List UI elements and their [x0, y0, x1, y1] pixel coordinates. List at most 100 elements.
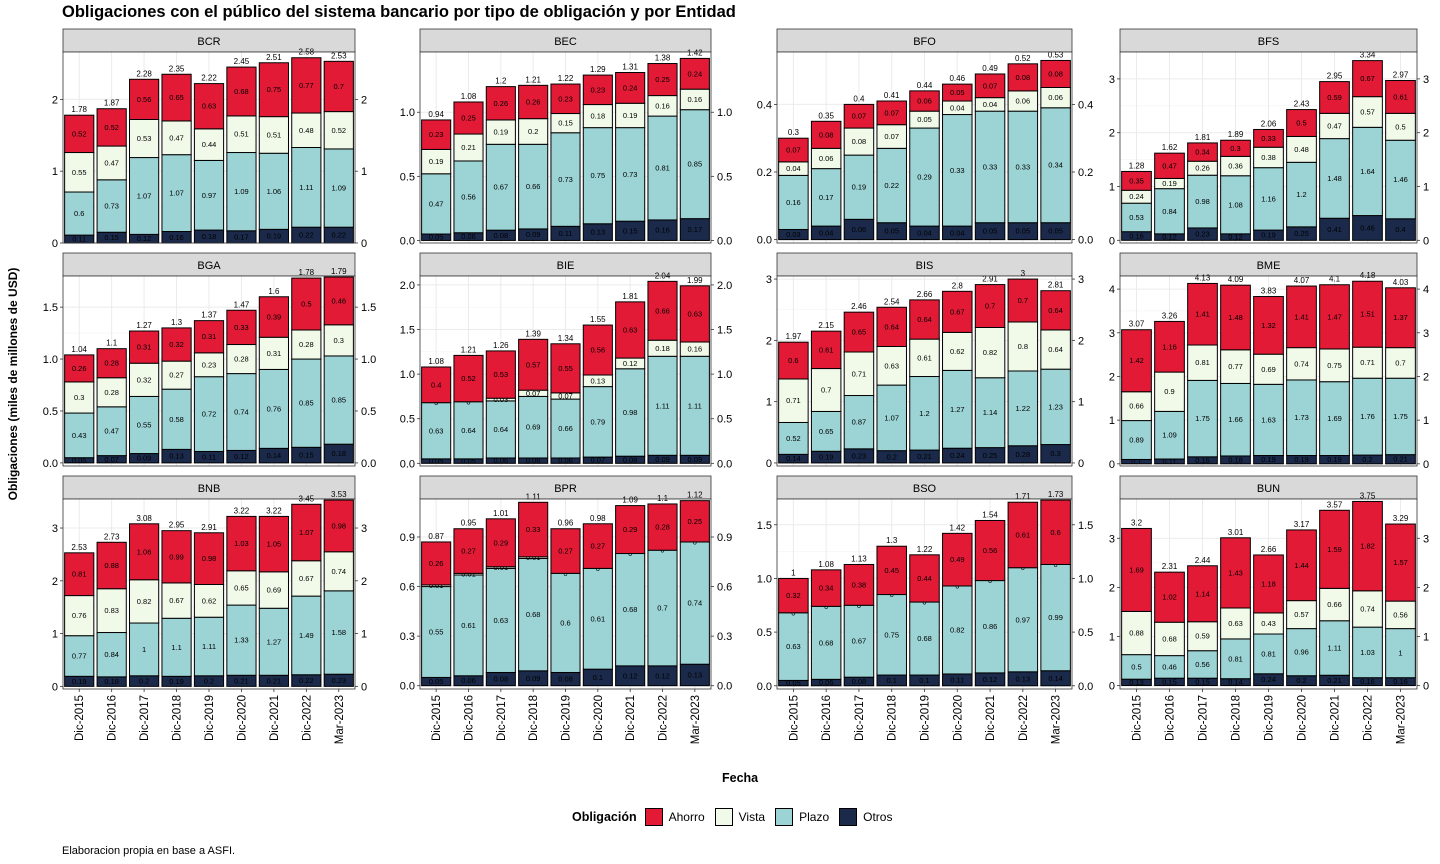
y-tick-label-right: 0.6 [717, 582, 732, 594]
bar-value-label: 0.72 [202, 410, 217, 419]
bar-total-label: 1.81 [622, 292, 638, 301]
bar-total-label: 1.26 [493, 341, 509, 350]
bar-total-label: 1.42 [949, 523, 965, 532]
bar-segment-vista [129, 362, 160, 397]
bar-segment-plazo [291, 595, 322, 676]
y-tick-label-left: 3 [1109, 74, 1115, 86]
bar-segment-plazo [258, 607, 289, 676]
bar-value-label: 0.97 [1016, 615, 1031, 624]
bar-segment-ahorro [485, 350, 516, 399]
bar-value-label: 0.81 [655, 164, 670, 173]
bar-value-label: 1.11 [655, 401, 669, 410]
bar-value-label: 1.06 [267, 187, 282, 196]
bar-value-label: 0.85 [688, 160, 703, 169]
bar-segment-ahorro [1319, 81, 1350, 114]
y-tick-label-left: 1.5 [757, 520, 772, 532]
bar-value-label: 0.22 [331, 231, 346, 240]
bar-value-label: 0.13 [1129, 678, 1144, 687]
bar-value-label: 0.99 [169, 552, 184, 561]
bar-value-label: 0.28 [655, 523, 670, 532]
bar-value-label: 1.48 [1228, 313, 1243, 322]
bar-segment-plazo [161, 388, 192, 450]
x-tick-label: Dic-2020 [236, 695, 248, 741]
bar-value-label: 0.82 [950, 625, 965, 634]
bar-segment-ahorro [1319, 509, 1350, 589]
bar-value-label: 0.04 [786, 164, 801, 173]
bar-segment-vista [1121, 391, 1152, 422]
bar-segment-ahorro [1007, 278, 1039, 323]
y-tick-label-left: 0.9 [400, 532, 415, 544]
bar-segment-ahorro [810, 330, 842, 370]
bar-segment-ahorro [909, 90, 940, 112]
bar-value-label: 0.15 [558, 119, 573, 128]
bar-value-label: 0.63 [786, 642, 801, 651]
bar-segment-vista [64, 381, 95, 414]
bar-total-label: 1.12 [687, 491, 703, 500]
bar-total-label: 1.21 [461, 345, 477, 354]
bar-value-label: 1.03 [234, 539, 249, 548]
bar-value-label: 0.05 [786, 679, 801, 688]
bar-value-label: 0.29 [917, 173, 932, 182]
bar-value-label: 1.03 [1360, 648, 1375, 657]
bar-value-label: 0.22 [299, 676, 314, 685]
bar-value-label: 0.07 [983, 81, 998, 90]
bar-total-label: 1.78 [299, 268, 315, 277]
bar-value-label: 0.56 [983, 546, 998, 555]
bar-value-label: 0.16 [1129, 232, 1144, 241]
y-tick-label-left: 1.0 [757, 573, 772, 585]
chart-title: Obligaciones con el público del sistema … [62, 3, 736, 21]
bar-value-label: 0.55 [558, 364, 573, 373]
bar-segment-ahorro [1286, 529, 1317, 602]
panel-title-bnb: BNB [198, 483, 221, 495]
y-tick-label-left: 0.0 [757, 235, 772, 247]
bar-value-label: 0.06 [819, 678, 834, 687]
bar-value-label: 0.16 [655, 226, 670, 235]
y-tick-label-right: 1 [1423, 182, 1429, 194]
bar-total-label: 3.53 [331, 490, 347, 499]
bar-value-label: 0.28 [234, 355, 249, 364]
bar-value-label: 0.5 [301, 300, 311, 309]
bar-segment-ahorro [226, 309, 257, 346]
y-tick-label-right: 0.5 [717, 414, 732, 426]
bar-value-label: 0.08 [852, 137, 867, 146]
y-tick-label-right: 1 [1423, 631, 1429, 643]
bar-value-label: 1.41 [1195, 310, 1210, 319]
bar-value-label: 0.21 [461, 143, 476, 152]
bar-total-label: 1.3 [886, 536, 898, 545]
bar-value-label: 0.31 [137, 343, 152, 352]
bar-value-label: 0.74 [688, 599, 703, 608]
bar-total-label: 2.06 [1261, 119, 1277, 128]
bar-value-label: 0.22 [299, 231, 314, 240]
bar-segment-vista [778, 378, 809, 423]
bar-value-label: 0.47 [1327, 121, 1342, 130]
bar-value-label: 0.7 [1395, 358, 1405, 367]
y-tick-label-right: 2 [361, 576, 367, 588]
bar-value-label: 0.2 [1296, 676, 1306, 685]
x-tick-label: Dic-2018 [1231, 695, 1243, 741]
bar-segment-ahorro [582, 324, 613, 376]
bar-value-label: 0.14 [786, 454, 801, 463]
y-tick-label-right: 1.5 [717, 325, 732, 337]
bar-total-label: 2.53 [331, 51, 347, 60]
bar-value-label: 0.4 [431, 380, 441, 389]
bar-value-label: 0.64 [1048, 306, 1063, 315]
bar-total-label: 1.34 [558, 334, 574, 343]
y-tick-label-left: 1.5 [400, 325, 415, 337]
bar-segment-otros [1352, 215, 1383, 241]
bar-segment-ahorro [1220, 139, 1251, 157]
bar-value-label: 0.62 [202, 596, 217, 605]
bar-value-label: 0.69 [526, 423, 541, 432]
bar-value-label: 0.21 [1393, 455, 1408, 464]
bar-segment-plazo [1121, 654, 1152, 680]
x-tick-label: Dic-2016 [821, 695, 833, 741]
bar-value-label: 0.19 [169, 677, 184, 686]
bar-value-label: 0.65 [234, 583, 249, 592]
bar-total-label: 2.31 [1162, 562, 1178, 571]
bar-segment-vista [485, 119, 516, 145]
bar-segment-ahorro [909, 299, 940, 340]
y-tick-label-right: 3 [1423, 533, 1429, 545]
bar-segment-vista [1352, 590, 1383, 628]
bar-segment-vista [1319, 112, 1350, 140]
x-axis-label: Fecha [722, 771, 759, 785]
bar-segment-ahorro [291, 57, 322, 114]
